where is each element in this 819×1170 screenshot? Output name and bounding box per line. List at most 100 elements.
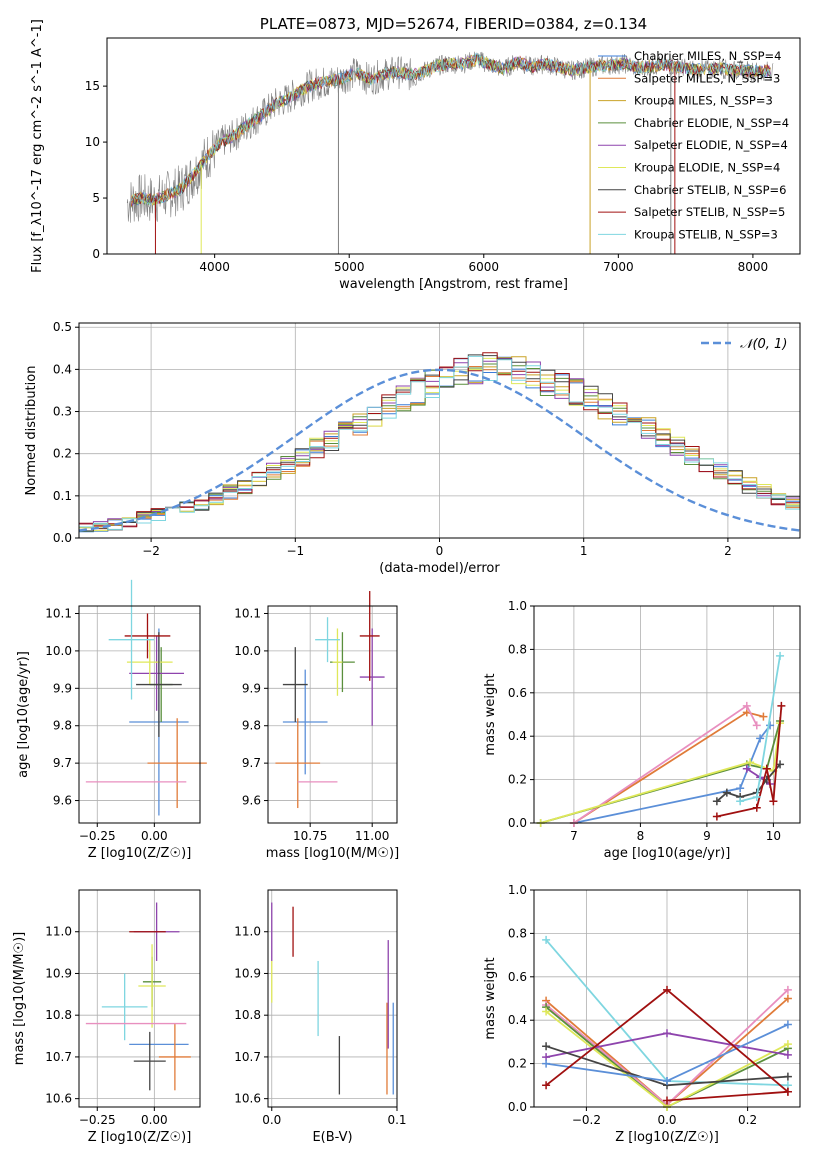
weight-line (666, 1090, 788, 1102)
plus-marker (542, 1059, 551, 1068)
y-tick-label: 15 (85, 79, 100, 93)
x-tick-label: −1 (286, 544, 304, 558)
plus-marker (663, 985, 671, 994)
x-tick-label: 9 (703, 829, 711, 843)
x-tick-label: 0.2 (738, 1113, 757, 1127)
y-tick-label: 10.7 (45, 1050, 72, 1064)
plus-marker (663, 1096, 671, 1105)
plus-marker (766, 721, 775, 730)
y-tick-label: 9.6 (53, 794, 72, 808)
error-point-1 (282, 669, 328, 775)
x-axis-label: wavelength [Angstrom, rest frame] (339, 277, 568, 292)
plus-marker (769, 797, 778, 806)
x-tick-label: 0.0 (657, 1113, 676, 1127)
plus-marker (712, 797, 721, 806)
error-point-2 (147, 718, 207, 809)
x-tick-label: 8000 (738, 260, 769, 274)
plus-marker (736, 797, 745, 806)
error-point-8 (315, 617, 340, 663)
grid (268, 890, 398, 1107)
x-axis-label: age [log10(age/yr)] (604, 846, 731, 861)
model-spectrum-6 (130, 54, 771, 207)
error-point-5 (126, 639, 173, 685)
x-axis-label: Z [log10(Z/Z☉)] (88, 1130, 192, 1145)
plus-marker (542, 1007, 551, 1016)
plus-marker (783, 1040, 792, 1049)
y-tick-label: 0.2 (508, 1057, 527, 1071)
panel-2: −2 −1 0 1 2 0.0 0.1 0.2 0.3 0.4 0.5 (data-model)/er… (24, 320, 801, 576)
plot-frame (533, 605, 801, 824)
x-tick-label: 5000 (334, 260, 365, 274)
y-tick-label: 1.0 (508, 883, 527, 897)
error-point-4 (129, 635, 185, 711)
y-tick-label: 11.0 (45, 925, 72, 939)
plot-frame (106, 37, 801, 255)
y-axis-label: mass weight (483, 957, 498, 1039)
y-tick-label: 10.6 (45, 1092, 72, 1106)
plus-marker (746, 758, 755, 767)
spectrum-lines (126, 51, 774, 254)
y-tick-label: 0.0 (508, 1100, 527, 1114)
y-tick-label: 11.0 (234, 925, 261, 939)
y-axis-label: Normed distribution (24, 366, 39, 496)
histogram-9 (79, 355, 800, 530)
histogram-2 (79, 366, 800, 530)
x-axis-label: mass [log10(M/M☉)] (266, 846, 399, 861)
weight-series-9 (736, 651, 785, 806)
y-axis-label: Flux [f_λ10^-17 erg cm^-2 s^-1 A^-1] (30, 19, 45, 273)
legend-label: Kroupa MILES, N_SSP=3 (634, 94, 773, 108)
panel-3: −0.25 0.00 9.6 9.7 9.8 9.9 10.0 10.1 Z [log10(Z/… (16, 579, 207, 861)
plot-frame (267, 889, 398, 1108)
x-tick-label: 7 (570, 829, 578, 843)
plus-marker (777, 701, 786, 710)
chart-title: PLATE=0873, MJD=52674, FIBERID=0384, z=0… (260, 15, 647, 33)
plus-marker (756, 734, 765, 743)
x-tick-label: 6000 (469, 260, 500, 274)
grid (268, 606, 397, 823)
model-spectrum-7 (130, 53, 771, 205)
x-tick-label: 0.0 (262, 1113, 281, 1127)
panel-6: −0.25 0.00 10.6 10.7 10.8 10.9 11.0 Z [log10(Z/… (12, 889, 201, 1145)
legend-label: Kroupa ELODIE, N_SSP=4 (634, 161, 780, 175)
model-spectrum-8 (130, 53, 771, 207)
y-tick-label: 0.2 (53, 447, 72, 461)
error-point-6 (282, 647, 308, 722)
legend-label: Salpeter MILES, N_SSP=3 (634, 71, 780, 85)
legend-label: Salpeter STELIB, N_SSP=5 (634, 205, 785, 219)
plus-marker (752, 721, 761, 730)
error-point-6 (133, 1031, 166, 1091)
x-tick-label: 0.00 (141, 1113, 168, 1127)
grid (79, 890, 200, 1107)
y-tick-label: 0.5 (53, 320, 72, 334)
plus-marker (752, 803, 761, 812)
plus-marker (776, 651, 785, 660)
error-point-7 (359, 591, 380, 681)
y-tick-label: 1.0 (508, 599, 527, 613)
plot-frame (267, 605, 398, 824)
legend-label: Chabrier MILES, N_SSP=4 (634, 49, 781, 63)
y-tick-label: 0.6 (508, 686, 527, 700)
legend-label: Chabrier STELIB, N_SSP=6 (634, 183, 786, 197)
plus-marker (542, 935, 551, 944)
y-tick-label: 10.1 (234, 606, 261, 620)
grid (534, 889, 800, 1108)
plus-marker (542, 1042, 551, 1051)
y-tick-label: 5 (92, 191, 100, 205)
y-tick-label: 9.8 (242, 719, 261, 733)
plus-marker (663, 1076, 671, 1085)
x-tick-label: 7000 (603, 260, 634, 274)
plus-marker (783, 994, 792, 1003)
histogram-8 (79, 352, 800, 528)
grid (79, 606, 200, 823)
x-tick-label: 2 (724, 544, 732, 558)
legend-label: Chabrier ELODIE, N_SSP=4 (634, 116, 789, 130)
y-tick-label: 0.0 (508, 816, 527, 830)
legend-label: Salpeter ELODIE, N_SSP=4 (634, 138, 788, 152)
x-tick-label: −0.2 (572, 1113, 601, 1127)
error-point-4 (359, 628, 385, 726)
weight-series-6 (542, 1029, 792, 1062)
y-tick-label: 9.9 (242, 681, 261, 695)
y-tick-label: 9.9 (53, 681, 72, 695)
plot-frame (533, 889, 801, 1108)
